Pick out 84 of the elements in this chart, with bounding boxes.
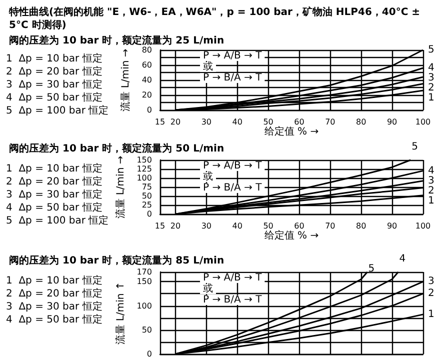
annotation: P → B/A → T	[203, 182, 263, 194]
text: 1 Δp = 10 bar 恒定	[6, 274, 102, 286]
x-tick-label: 80	[356, 118, 366, 126]
chart-subtitle: 阀的压差为 10 bar 时，额定流量为 85 L/min	[9, 254, 224, 266]
x-tick-label: 30	[201, 222, 212, 231]
x-tick-label: 60	[294, 222, 304, 231]
x-tick-label: 30	[201, 118, 212, 126]
x-tick-label: 60	[294, 118, 304, 126]
text: 5 Δp = 100 bar 恒定	[6, 104, 109, 116]
series-label: 1	[428, 308, 434, 320]
y-tick-label: 80	[142, 46, 152, 54]
text: 3 Δp = 30 bar 恒定	[6, 300, 102, 312]
y-tick-label: 60	[142, 60, 152, 70]
x-tick-label: 90	[386, 222, 398, 231]
x-tick-label: 80	[356, 222, 366, 231]
x-tick-label: 40	[232, 118, 242, 126]
y-tick-label: 170	[136, 268, 152, 276]
x-tick-label: 15	[154, 118, 166, 126]
x-tick-label: 50	[263, 118, 274, 126]
x-tick-label: 15	[154, 222, 166, 231]
text: 3 Δp = 30 bar 恒定	[6, 188, 102, 200]
text: 2 Δp = 20 bar 恒定	[6, 288, 102, 300]
y-tick-label: 75	[142, 182, 152, 192]
x-tick-label: 100	[415, 222, 431, 231]
x-tick-label: 40	[232, 222, 242, 231]
text: 2 Δp = 20 bar 恒定	[6, 176, 102, 188]
series-label: 1	[428, 195, 434, 206]
y-tick-label: 100	[136, 301, 152, 310]
chart-subtitle: 阀的压差为 10 bar 时，额定流量为 50 L/min	[9, 142, 224, 154]
series-label: 3	[428, 175, 434, 186]
chart-subtitle: 阀的压差为 10 bar 时，额定流量为 25 L/min	[9, 34, 224, 46]
x-axis-title: 给定值 % →	[264, 230, 319, 242]
y-axis-title: 流量 L/min ↑	[114, 282, 126, 344]
text: 5 Δp = 100 bar 恒定	[6, 214, 109, 226]
text: 4 Δp = 50 bar 恒定	[6, 202, 102, 214]
text: 1 Δp = 10 bar 恒定	[6, 52, 102, 64]
annotation: P → A/B → T	[203, 160, 263, 172]
y-axis-title: 流量 L/min →	[114, 156, 126, 218]
series-label: 4	[428, 62, 434, 74]
annotation: P → A/B → T	[203, 50, 263, 62]
y-tick-label: 150	[136, 277, 152, 286]
x-axis-title: 给定值 % →	[264, 125, 319, 138]
y-tick-label: 0	[146, 106, 152, 114]
series-label: 2	[428, 185, 434, 196]
annotation: P → B/A → T	[203, 72, 263, 84]
y-tick-label: 0	[146, 210, 152, 219]
text: 3 Δp = 30 bar 恒定	[6, 78, 102, 90]
y-axis-title: 流量 L/min →	[119, 48, 132, 112]
text: 4 Δp = 50 bar 恒定	[6, 92, 102, 104]
y-tick-label: 40	[142, 76, 152, 84]
series-label: 1	[428, 92, 434, 104]
annotation: 或	[203, 170, 213, 182]
text: 2 Δp = 20 bar 恒定	[6, 66, 102, 78]
y-tick-label: 50	[142, 192, 152, 201]
x-tick-label: 90	[386, 118, 398, 126]
series-label: 4	[428, 165, 434, 176]
x-tick-label: 50	[263, 222, 274, 231]
annotation: 或	[203, 60, 213, 72]
series-label: 3	[428, 276, 434, 288]
x-tick-label: 20	[170, 222, 181, 231]
text: 1 Δp = 10 bar 恒定	[6, 162, 102, 174]
y-tick-label: 25	[142, 200, 152, 210]
series-label: 2	[428, 82, 434, 94]
y-tick-label: 20	[142, 90, 152, 100]
x-tick-label: 70	[325, 118, 336, 126]
series-label: 2	[428, 288, 434, 300]
annotation: 或	[203, 282, 213, 294]
y-tick-label: 100	[136, 174, 152, 183]
series-label: 4	[399, 254, 406, 264]
y-tick-label: 125	[136, 164, 152, 174]
annotation: P → B/A → T	[203, 294, 263, 306]
y-tick-label: 150	[136, 156, 152, 164]
y-tick-label: 50	[142, 325, 152, 334]
chart-title: 特性曲线(在阀的机能 "E，W6-，EA，W6A"，p = 100 bar，矿物油 HLP46，40°C ± 5°C 时测得)	[8, 6, 424, 31]
series-label: 5	[368, 264, 375, 274]
x-tick-label: 100	[415, 118, 431, 126]
series-label: 3	[428, 72, 434, 84]
x-tick-label: 70	[325, 222, 336, 231]
text: 4 Δp = 50 bar 恒定	[6, 314, 102, 326]
annotation: P → A/B → T	[203, 272, 263, 284]
y-tick-label: 0	[146, 350, 152, 358]
series-label: 5	[428, 44, 434, 56]
x-tick-label: 20	[170, 118, 181, 126]
series-label: 5	[412, 142, 418, 152]
